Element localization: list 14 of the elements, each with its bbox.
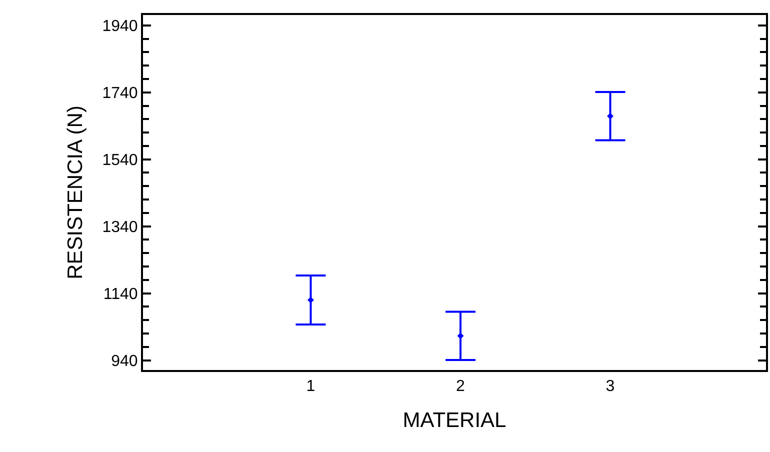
x-tick-label: 2 <box>456 378 466 396</box>
x-tick-label: 3 <box>606 378 615 396</box>
point <box>457 332 464 340</box>
y-tick-label: 1140 <box>103 286 138 303</box>
y-tick-label: 1740 <box>102 84 138 102</box>
x-axis-title: MATERIAL <box>402 408 506 432</box>
y-axis-title: RESISTENCIA (N) <box>64 106 87 280</box>
point <box>307 296 314 304</box>
x-tick-label: 1 <box>306 378 316 396</box>
y-tick-label: 940 <box>111 352 138 370</box>
point <box>607 112 614 120</box>
y-tick-label: 1940 <box>102 18 138 35</box>
y-tick-label: 1540 <box>102 152 138 169</box>
y-tick-label: 1340 <box>102 218 138 236</box>
